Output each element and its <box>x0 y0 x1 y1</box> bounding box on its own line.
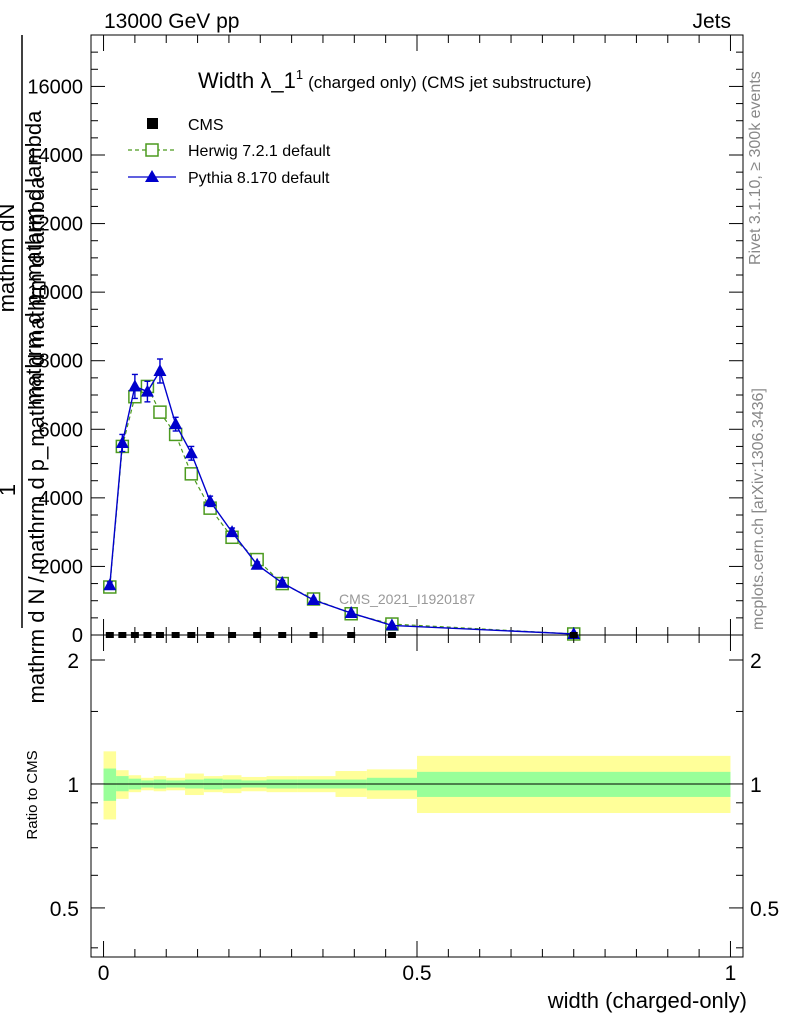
pythia-point <box>225 525 239 538</box>
legend: CMS Herwig 7.2.1 default Pythia 8.170 de… <box>128 117 331 187</box>
y-tick-label: 6000 <box>39 419 84 441</box>
rivet-label: Rivet 3.1.10, ≥ 300k events <box>747 71 764 265</box>
pythia-series <box>103 358 581 639</box>
title-rest: (charged only) (CMS jet substructure) <box>308 73 591 92</box>
ratio-y-tick-label: 1 <box>67 774 79 797</box>
pythia-point <box>203 494 217 507</box>
ratio-bands <box>103 751 731 820</box>
ylabel-numerator: mathrm dN <box>0 204 19 313</box>
ylabel-fraction-bottom: mathrm d p_mathrm d lambda <box>21 110 46 405</box>
analysis-watermark: CMS_2021_I1920187 <box>339 591 475 607</box>
main-title: Width λ_11 (charged only) (CMS jet substr… <box>198 67 592 93</box>
mcplots-label: mcplots.cern.ch [arXiv:1306.3436] <box>750 388 767 630</box>
pythia-point <box>250 557 264 570</box>
pythia-point <box>103 578 117 591</box>
pythia-point <box>140 384 154 397</box>
herwig-point <box>184 467 199 481</box>
ratio-inner-band <box>103 768 117 801</box>
pythia-point <box>169 417 183 430</box>
ratio-x-tick-label: 1 <box>725 962 737 985</box>
legend-cms-marker <box>147 118 158 129</box>
pythia-point <box>275 575 289 588</box>
pythia-point <box>344 606 358 619</box>
pythia-point <box>153 364 167 376</box>
herwig-point <box>153 405 167 419</box>
y-tick-label: 0 <box>72 625 83 647</box>
legend-pythia-marker <box>145 170 159 182</box>
pythia-point <box>115 436 129 448</box>
title-superscript: 1 <box>296 67 303 82</box>
ratio-x-tick-label: 0 <box>98 962 110 985</box>
y-tick-label: 8000 <box>39 351 84 373</box>
y-tick-label: 2000 <box>39 556 84 578</box>
legend-herwig-label: Herwig 7.2.1 default <box>188 143 331 160</box>
pythia-point <box>385 618 399 631</box>
main-axis-ticks: 0 2000 4000 6000 8000 10000 12000 14000 16000 <box>27 35 743 647</box>
process-label: Jets <box>692 10 731 33</box>
title-main: Width λ_1 <box>198 68 296 93</box>
y-tick-label: 10000 <box>27 282 83 304</box>
ratio-y-tick-label-right: 2 <box>750 650 762 673</box>
ratio-x-tick-label: 0.5 <box>402 962 431 985</box>
upper-ylabel: mathrm dN mathrm d p_mathrm d lambda 1 m… <box>0 35 49 703</box>
ratio-y-tick-label-right: 0.5 <box>750 898 779 921</box>
ratio-y-tick-label-right: 1 <box>750 774 762 797</box>
pythia-point <box>307 593 321 606</box>
y-tick-label: 12000 <box>27 214 83 236</box>
ratio-y-tick-label: 0.5 <box>50 898 79 921</box>
ylabel-denominator: mathrm d N / mathrm d p_mathrm d mathrm … <box>24 176 49 704</box>
energy-label: 13000 GeV pp <box>104 10 239 33</box>
ratio-ylabel: Ratio to CMS <box>24 750 41 839</box>
ratio-axis-ticks: 0.5 0.5 1 1 2 2 0 0.5 1 <box>50 635 779 985</box>
legend-pythia-label: Pythia 8.170 default <box>188 170 330 187</box>
pythia-point <box>184 446 198 459</box>
y-tick-label: 14000 <box>27 145 83 167</box>
y-tick-label: 4000 <box>39 488 84 510</box>
ratio-y-tick-label: 2 <box>67 650 79 673</box>
y-tick-label: 16000 <box>27 76 83 98</box>
ylabel-one: 1 <box>0 484 20 496</box>
legend-herwig-marker <box>145 143 159 157</box>
legend-cms-label: CMS <box>188 117 224 134</box>
ratio-xlabel: width (charged-only) <box>547 988 747 1013</box>
pythia-point <box>128 379 142 392</box>
